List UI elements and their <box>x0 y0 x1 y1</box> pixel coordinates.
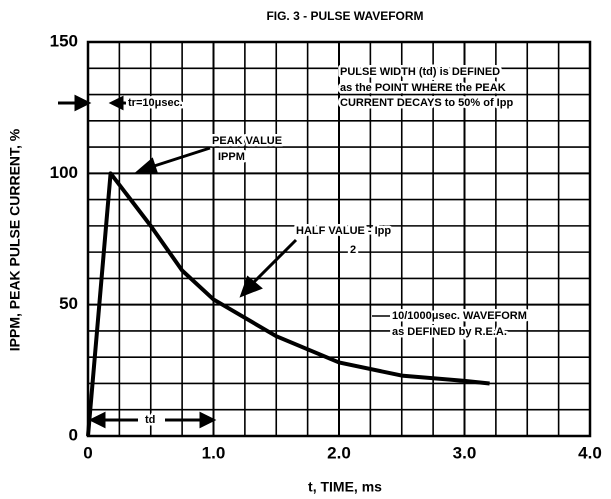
chart-title: FIG. 3 - PULSE WAVEFORM <box>266 9 423 23</box>
x-tick-label: 3.0 <box>453 443 477 462</box>
y-axis-label: IPPM, PEAK PULSE CURRENT, % <box>7 128 23 351</box>
annotation: CURRENT DECAYS to 50% of Ipp <box>340 97 513 109</box>
x-tick-label: 0 <box>83 443 92 462</box>
arrowhead <box>133 157 159 174</box>
annotation: IPPM <box>218 151 245 163</box>
arrow <box>250 238 298 286</box>
x-tick-label: 1.0 <box>202 443 226 462</box>
annotation: as the POINT WHERE the PEAK <box>340 82 506 94</box>
x-tick-label: 4.0 <box>578 443 602 462</box>
arrowhead <box>108 95 124 111</box>
y-tick-label: 50 <box>59 294 78 313</box>
y-tick-label: 150 <box>50 31 78 50</box>
annotation: HALF VALUE - Ipp <box>296 225 391 237</box>
annotation: 2 <box>350 244 356 256</box>
annotation: td <box>145 414 155 426</box>
annotation: as DEFINED by R.E.A. <box>392 326 507 338</box>
arrowhead <box>74 94 92 112</box>
arrowhead <box>199 411 217 429</box>
arrowhead <box>239 275 263 298</box>
grid <box>86 40 592 438</box>
arrowhead <box>88 411 106 429</box>
text-layer: 0 1.0 2.0 3.0 4.0 0 50 100 150 PULSE WIDTH (td) i… <box>50 31 602 462</box>
arrows <box>58 94 390 429</box>
curve-layer <box>86 171 490 437</box>
waveform-line <box>86 171 490 437</box>
arrow <box>147 146 211 170</box>
y-tick-label: 100 <box>50 163 78 182</box>
annotation: PULSE WIDTH (td) is DEFINED <box>340 66 500 78</box>
x-axis-label: t, TIME, ms <box>308 479 382 495</box>
plot-frame <box>86 40 592 438</box>
annotation: 10/1000μsec. WAVEFORM <box>392 310 527 322</box>
x-tick-label: 2.0 <box>327 443 351 462</box>
annotation: PEAK VALUE <box>212 135 282 147</box>
y-tick-label: 0 <box>69 425 78 444</box>
annotation: tr=10μsec. <box>128 97 183 109</box>
